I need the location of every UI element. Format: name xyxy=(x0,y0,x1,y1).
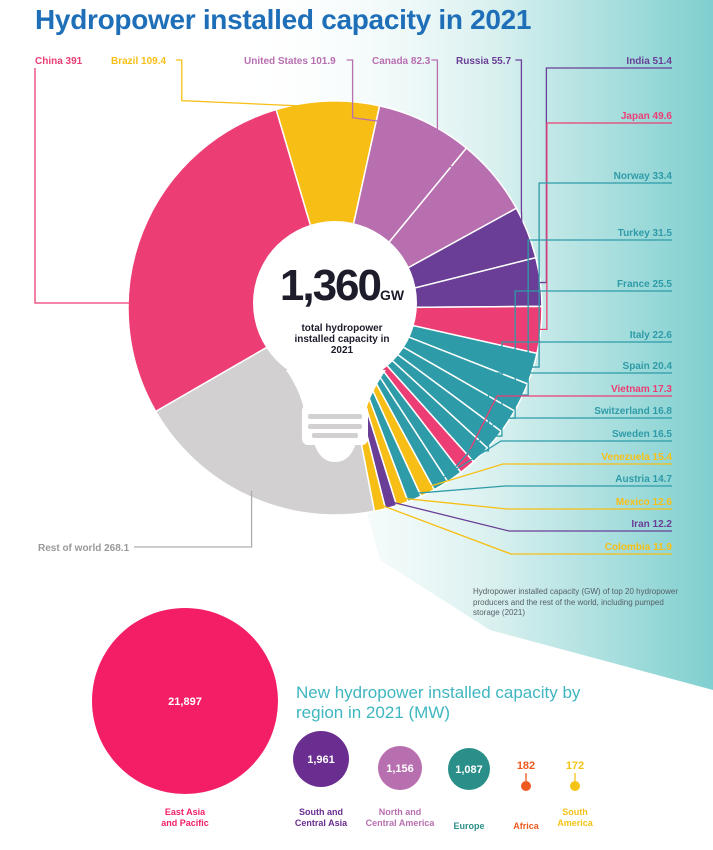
leader-line-austria xyxy=(412,485,672,495)
page-title: Hydropower installed capacity in 2021 xyxy=(35,4,532,35)
label-switzerland: Switzerland 16.8 xyxy=(594,406,672,417)
label-france: France 25.5 xyxy=(617,279,672,290)
label-spain: Spain 20.4 xyxy=(623,361,673,372)
center-total: 1,360GW total hydropower installed capac… xyxy=(262,261,422,357)
leader-line-russia xyxy=(515,59,523,235)
label-india: India 51.4 xyxy=(626,56,672,67)
leader-line-canada xyxy=(431,59,490,181)
bubble-east-asia-and-pacific xyxy=(92,608,278,794)
bubble-value-north-and-central-america: 1,156 xyxy=(386,763,414,775)
leader-line-japan xyxy=(534,122,672,331)
label-turkey: Turkey 31.5 xyxy=(618,228,673,239)
bubble-south-america xyxy=(570,781,580,791)
pie-slices xyxy=(127,100,543,516)
leader-line-italy xyxy=(489,341,672,437)
center-description: total hydropower installed capacity in 2… xyxy=(294,323,390,356)
bubble-south-and-central-asia xyxy=(293,731,349,787)
bubble-category-east-asia-and-pacific: East Asia and Pacific xyxy=(161,807,209,828)
center-value: 1,360GW xyxy=(279,261,405,310)
label-vietnam: Vietnam 17.3 xyxy=(611,384,672,395)
chart-note: Hydropower installed capacity (GW) of to… xyxy=(473,587,678,617)
leader-line-turkey xyxy=(516,239,672,396)
label-sweden: Sweden 16.5 xyxy=(612,429,672,440)
leader-line-venezuela xyxy=(424,463,672,489)
pie-labels: China 391 Brazil 109.4 United States 101.9… xyxy=(35,56,672,554)
label-venezuela: Venezuela 15.4 xyxy=(601,452,672,463)
leader-lines xyxy=(34,59,672,555)
label-russia: Russia 55.7 xyxy=(456,56,511,67)
label-austria: Austria 14.7 xyxy=(615,474,672,485)
lightbulb-icon xyxy=(253,221,417,462)
leader-line-vietnam xyxy=(462,395,672,463)
label-colombia: Colombia 11.9 xyxy=(605,542,673,553)
bubble-value-europe: 1,087 xyxy=(455,764,483,776)
bubble-value-east-asia-and-pacific: 21,897 xyxy=(168,696,202,708)
bubble-africa xyxy=(521,781,531,791)
leader-line-united-states xyxy=(346,59,423,128)
bubble-category-africa: Africa xyxy=(513,821,540,831)
label-iran: Iran 12.2 xyxy=(631,519,672,530)
label-mexico: Mexico 12.6 xyxy=(616,497,673,508)
leader-line-china xyxy=(34,68,158,304)
bubble-value-south-and-central-asia: 1,961 xyxy=(307,754,335,766)
center-unit: GW xyxy=(380,287,405,303)
bubble-north-and-central-america xyxy=(378,746,422,790)
leader-line-rest-of-world xyxy=(134,490,253,548)
label-canada: Canada 82.3 xyxy=(372,56,431,67)
label-italy: Italy 22.6 xyxy=(630,330,673,341)
label-brazil: Brazil 109.4 xyxy=(111,56,166,67)
bubble-category-south-america: South America xyxy=(557,807,594,828)
bubble-europe xyxy=(448,748,490,790)
leader-line-sweden xyxy=(437,440,672,482)
label-norway: Norway 33.4 xyxy=(614,171,673,182)
label-china: China 391 xyxy=(35,56,83,67)
bubble-value-south-america: 172 xyxy=(566,760,584,772)
label-japan: Japan 49.6 xyxy=(621,111,673,122)
leader-line-iran xyxy=(389,500,672,532)
bubble-category-north-and-central-america: North and Central America xyxy=(366,807,436,828)
leader-line-mexico xyxy=(400,497,672,510)
leader-line-norway xyxy=(527,182,672,368)
bubble-chart-title: New hydropower installed capacity by reg… xyxy=(296,683,581,722)
bubble-category-europe: Europe xyxy=(453,821,484,831)
leader-line-brazil xyxy=(175,59,328,108)
label-rest-of-world: Rest of world 268.1 xyxy=(38,543,130,554)
label-united-states: United States 101.9 xyxy=(244,56,336,67)
leader-line-colombia xyxy=(378,503,672,555)
bubble-category-south-and-central-asia: South and Central Asia xyxy=(295,807,348,828)
region-bubbles: 21,897 East Asia and Pacific 1,961 South and… xyxy=(92,608,594,831)
leader-line-switzerland xyxy=(450,417,672,473)
bubble-value-africa: 182 xyxy=(517,760,535,772)
